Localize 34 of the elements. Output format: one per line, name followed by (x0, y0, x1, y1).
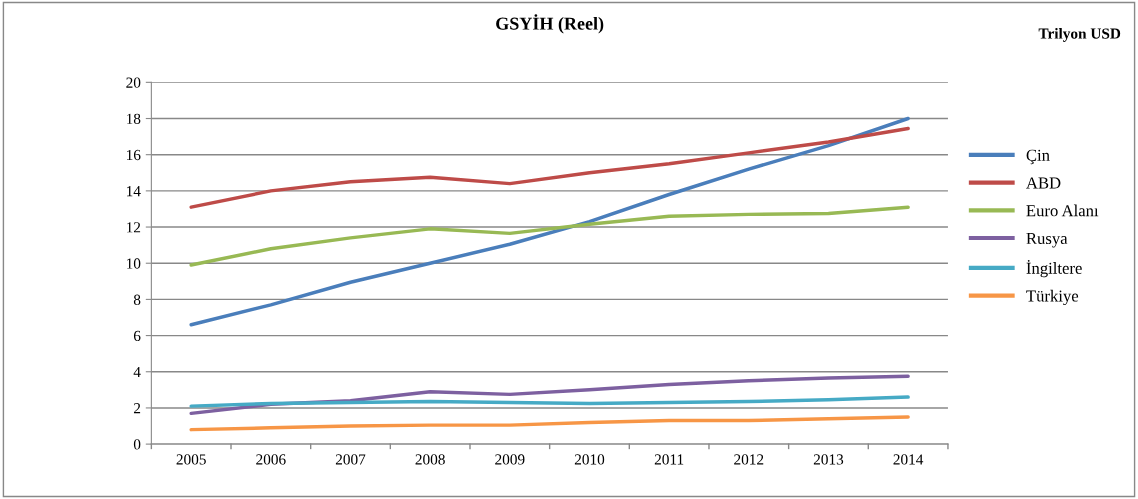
y-tick-label: 0 (133, 439, 141, 450)
line-series (189, 126, 910, 209)
y-tick-label: 4 (133, 367, 141, 378)
line-series (189, 415, 910, 432)
text: Trilyon USD (1038, 27, 1121, 42)
y-tick-label: 20 (126, 77, 141, 88)
line-series (189, 395, 910, 408)
y-tick-label: 8 (133, 294, 141, 305)
y-tick-label: 14 (127, 186, 141, 197)
legend-label: İngiltere (1026, 259, 1082, 278)
y-tick-label: 10 (127, 258, 141, 269)
x-tick-label: 2012 (734, 454, 764, 465)
chart-title: GSYİH (Reel) (496, 14, 604, 34)
legend-label: ABD (1026, 177, 1061, 189)
legend-label: Euro Alanı (1026, 204, 1099, 217)
x-tick-label: 2014 (893, 454, 924, 465)
x-tick-label: 2005 (176, 454, 206, 465)
x-tick-label: 2013 (813, 454, 844, 465)
legend-label: Türkiye (1026, 289, 1079, 306)
x-tick-label: 2006 (256, 454, 286, 465)
x-tick-label: 2009 (495, 454, 525, 465)
legend-label: Çin (1026, 149, 1050, 165)
x-tick-label: 2011 (654, 454, 684, 465)
x-tick-label: 2008 (415, 454, 445, 465)
y-tick-label: 6 (133, 330, 141, 342)
y-tick-label: 12 (127, 222, 141, 233)
y-tick-label: 16 (127, 149, 141, 161)
y-tick-label: 2 (133, 403, 141, 414)
x-tick-label: 2010 (574, 454, 605, 465)
y-tick-label: 18 (127, 113, 141, 124)
line-series (189, 205, 910, 267)
legend-label: Rusya (1026, 232, 1068, 248)
x-tick-label: 2007 (335, 454, 366, 465)
line-series (189, 116, 910, 327)
